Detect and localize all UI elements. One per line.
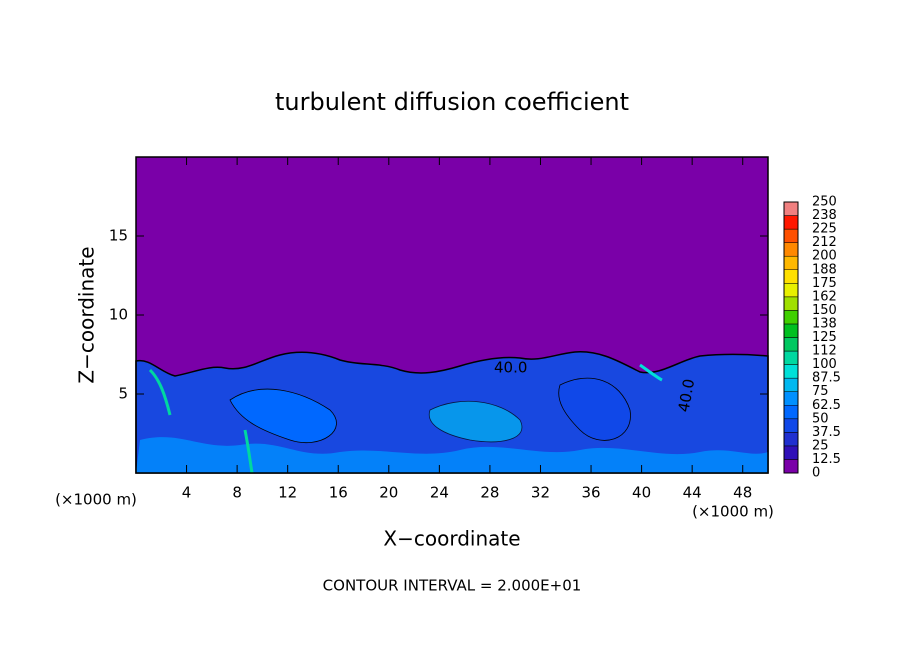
colorbar-label: 138 xyxy=(812,316,837,331)
colorbar-swatch xyxy=(783,242,799,257)
y-tick-label: 10 xyxy=(109,306,128,324)
colorbar-label: 225 xyxy=(812,222,837,237)
x-axis-label: X−coordinate xyxy=(383,527,520,551)
colorbar-swatch xyxy=(783,459,799,474)
colorbar-swatch xyxy=(783,255,799,271)
colorbar-label: 212 xyxy=(812,235,837,250)
x-tick-label: 8 xyxy=(232,484,242,502)
x-tick-label: 20 xyxy=(379,484,398,502)
field-eddy xyxy=(428,400,523,443)
colorbar-swatch xyxy=(783,432,799,447)
colorbar-label: 112 xyxy=(812,344,837,359)
colorbar-label: 37.5 xyxy=(812,425,841,440)
plot-field xyxy=(135,156,769,474)
colorbar-label: 125 xyxy=(812,330,837,345)
colorbar-frame xyxy=(783,201,799,474)
annotation: CONTOUR INTERVAL = 2.000E+01 xyxy=(323,577,582,595)
colorbar-label: 200 xyxy=(812,249,837,264)
field-eddy xyxy=(558,377,631,441)
y-tick-label: 5 xyxy=(118,385,128,403)
colorbar-swatch xyxy=(783,364,799,379)
x-tick-label: 32 xyxy=(531,484,550,502)
contour-label: 40.0 xyxy=(494,359,527,377)
colorbar-label: 87.5 xyxy=(812,371,841,386)
colorbar-swatch xyxy=(783,228,799,243)
colorbar-swatch xyxy=(783,296,799,311)
colorbar-swatch xyxy=(783,445,799,460)
colorbar-swatch xyxy=(783,201,799,216)
colorbar-swatch xyxy=(783,215,799,230)
colorbar-swatch xyxy=(783,337,799,352)
colorbar-swatch xyxy=(783,310,799,325)
colorbar-label: 0 xyxy=(812,466,820,481)
colorbar-swatch xyxy=(783,350,799,365)
colorbar-label: 62.5 xyxy=(812,398,841,413)
colorbar-label: 250 xyxy=(812,195,837,210)
x-tick-label: 12 xyxy=(278,484,297,502)
colorbar-swatch xyxy=(783,405,799,420)
contour-label: 40.0 xyxy=(675,377,699,413)
colorbar-swatch xyxy=(783,391,799,406)
x-unit-label: (×1000 m) xyxy=(692,503,774,521)
colorbar-swatch xyxy=(783,418,799,433)
colorbar-swatch xyxy=(783,323,799,338)
colorbar-swatch xyxy=(783,269,799,284)
x-tick-label: 24 xyxy=(430,484,449,502)
colorbar-label: 188 xyxy=(812,262,837,277)
x-tick-label: 28 xyxy=(480,484,499,502)
colorbar-label: 175 xyxy=(812,276,837,291)
field-streak xyxy=(243,429,254,474)
colorbar-label: 75 xyxy=(812,384,829,399)
colorbar-label: 150 xyxy=(812,303,837,318)
colorbar-label: 12.5 xyxy=(812,452,841,467)
field-streak xyxy=(639,363,663,382)
colorbar-swatch xyxy=(783,377,799,392)
colorbar-label: 50 xyxy=(812,411,829,426)
colorbar-label: 100 xyxy=(812,357,837,372)
chart-title: turbulent diffusion coefficient xyxy=(275,88,629,116)
colorbar-label: 238 xyxy=(812,208,837,223)
x-tick-label: 40 xyxy=(632,484,651,502)
x-tick-label: 16 xyxy=(329,484,348,502)
y-axis-label: Z−coordinate xyxy=(75,246,99,383)
x-tick-label: 48 xyxy=(733,484,752,502)
x-tick-label: 36 xyxy=(581,484,600,502)
colorbar-label: 162 xyxy=(812,289,837,304)
y-tick-label: 15 xyxy=(109,227,128,245)
colorbar-label: 25 xyxy=(812,438,829,453)
x-tick-label: 44 xyxy=(683,484,702,502)
field-streak xyxy=(148,368,172,416)
x-unit-label: (×1000 m) xyxy=(55,491,137,509)
x-tick-label: 4 xyxy=(182,484,192,502)
field-streak xyxy=(136,437,768,473)
colorbar-swatch xyxy=(783,283,799,298)
field-eddy xyxy=(229,388,337,444)
